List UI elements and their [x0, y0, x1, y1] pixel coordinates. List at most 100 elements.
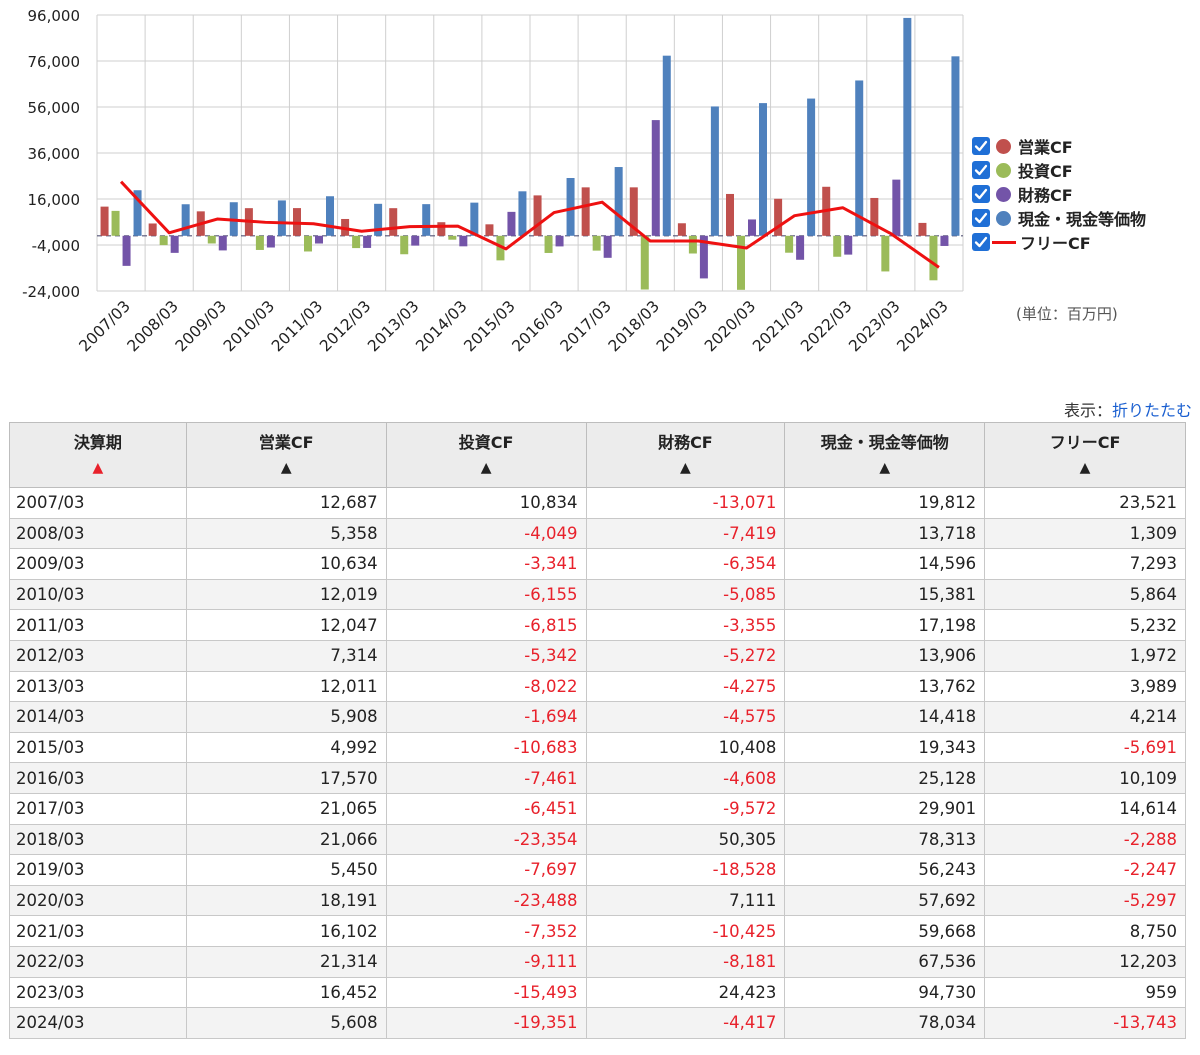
sort-arrow-icon[interactable]: ▲ [480, 460, 492, 476]
value-cell: -2,288 [984, 823, 1186, 856]
value-cell: -10,425 [585, 915, 786, 947]
bar [555, 235, 564, 247]
value-cell: 14,614 [984, 792, 1186, 825]
column-header-label: 決算期 [73, 433, 122, 452]
legend-item[interactable]: 財務CF [972, 182, 1146, 206]
sort-arrow-icon[interactable]: ▲ [680, 460, 691, 476]
x-tick-label: 2017/03 [557, 297, 615, 355]
sort-arrow-icon[interactable]: ▲ [879, 460, 891, 476]
sort-arrow-icon[interactable]: ▲ [280, 460, 292, 476]
bar [277, 200, 286, 236]
bar [304, 235, 312, 252]
value-cell: 12,019 [185, 578, 387, 611]
period-cell: 2013/03 [9, 670, 187, 703]
bar [833, 235, 842, 257]
period-cell: 2014/03 [9, 701, 187, 733]
bar [881, 235, 890, 272]
legend-label: 現金・現金等価物 [1018, 210, 1147, 229]
period-cell: 2020/03 [9, 884, 187, 917]
bar [726, 193, 734, 236]
bar [315, 235, 323, 244]
value-cell: -15,493 [385, 976, 587, 1009]
value-cell: -13,743 [984, 1007, 1186, 1039]
value-cell: 10,408 [585, 731, 786, 764]
value-cell: 5,358 [185, 517, 387, 550]
bar [870, 197, 879, 236]
bar [266, 235, 275, 248]
value-cell: 8,750 [984, 915, 1186, 947]
period-cell: 2016/03 [9, 762, 187, 794]
x-tick-label: 2020/03 [701, 297, 759, 355]
collapse-link[interactable]: 折りたたむ [1111, 401, 1192, 420]
value-cell: 5,450 [185, 854, 387, 886]
value-cell: 50,305 [585, 823, 786, 856]
value-cell: 5,908 [185, 701, 387, 733]
bar [507, 211, 516, 236]
x-tick-label: 2021/03 [749, 297, 807, 355]
bar [699, 235, 708, 279]
value-cell: -23,488 [385, 884, 587, 917]
value-cell: -9,572 [585, 792, 786, 825]
value-cell: -8,181 [585, 945, 786, 978]
bar [614, 167, 623, 236]
cash-flow-chart: 96,000 76,000 56,000 36,000 16,000 -4,000 -24,… [0, 0, 1200, 395]
bar [592, 235, 601, 251]
column-header-label: 投資CF [458, 433, 514, 452]
period-cell: 2015/03 [9, 731, 187, 764]
checkbox-icon[interactable] [972, 209, 990, 227]
checkbox-icon[interactable] [972, 185, 990, 203]
x-tick-label: 2014/03 [412, 297, 470, 355]
table-row: 2020/03 18,191 -23,488 7,111 57,692 -5,297 [9, 884, 1186, 917]
value-cell: -4,608 [585, 762, 786, 794]
period-cell: 2010/03 [9, 578, 187, 611]
value-cell: -5,085 [585, 578, 786, 611]
period-cell: 2019/03 [9, 854, 187, 886]
bar [207, 235, 216, 244]
bar [603, 235, 612, 258]
checkbox-icon[interactable] [972, 137, 990, 155]
value-cell: -6,815 [385, 609, 587, 641]
legend-item[interactable]: 営業CF [972, 134, 1146, 158]
free-cf-line [119, 180, 940, 269]
period-cell: 2012/03 [9, 639, 187, 672]
x-tick-label: 2007/03 [76, 297, 134, 355]
y-tick-label: -4,000 [32, 237, 80, 255]
bar [459, 235, 468, 247]
legend-item[interactable]: 現金・現金等価物 [972, 206, 1146, 230]
x-tick-label: 2015/03 [461, 297, 519, 355]
sort-arrow-icon[interactable]: ▲ [92, 460, 104, 476]
value-cell: -1,694 [385, 701, 587, 733]
table-row: 2009/03 10,634 -3,341 -6,354 14,596 7,293 [9, 548, 1186, 580]
value-cell: 78,034 [784, 1007, 986, 1039]
bar [677, 223, 686, 236]
value-cell: 23,521 [984, 487, 1186, 519]
value-cell: -6,451 [385, 792, 587, 825]
period-cell: 2023/03 [9, 976, 187, 1009]
value-cell: 57,692 [784, 884, 986, 917]
value-cell: 959 [984, 976, 1186, 1009]
legend-label: フリーCF [1020, 234, 1091, 253]
table-header-row: 決算期 ▲ 営業CF ▲ 投資CF ▲ 財務CF ▲ 現金・現金等価物 ▲ フリーCF ▲ [9, 422, 1186, 488]
bar [662, 55, 671, 236]
value-cell: -23,354 [385, 823, 587, 856]
value-cell: 1,309 [984, 517, 1186, 550]
unit-note: (単位：百万円) [1016, 305, 1118, 323]
legend-item[interactable]: 投資CF [972, 158, 1146, 182]
value-cell: 29,901 [784, 792, 986, 825]
bar [255, 235, 264, 250]
checkbox-icon[interactable] [972, 161, 990, 179]
checkbox-icon[interactable] [972, 233, 990, 251]
sort-arrow-icon[interactable]: ▲ [1079, 460, 1091, 476]
bar [737, 235, 745, 290]
table-row: 2018/03 21,066 -23,354 50,305 78,313 -2,288 [9, 823, 1186, 856]
legend-item[interactable]: フリーCF [972, 230, 1146, 254]
column-header: 営業CF ▲ [185, 422, 387, 488]
bar [485, 224, 494, 236]
value-cell: 78,313 [784, 823, 986, 856]
column-header: 現金・現金等価物 ▲ [784, 422, 986, 488]
y-tick-label: 56,000 [28, 99, 81, 117]
x-tick-label: 2008/03 [124, 297, 182, 355]
value-cell: -13,071 [585, 487, 786, 519]
x-tick-label: 2010/03 [220, 297, 278, 355]
value-cell: -5,272 [585, 639, 786, 672]
